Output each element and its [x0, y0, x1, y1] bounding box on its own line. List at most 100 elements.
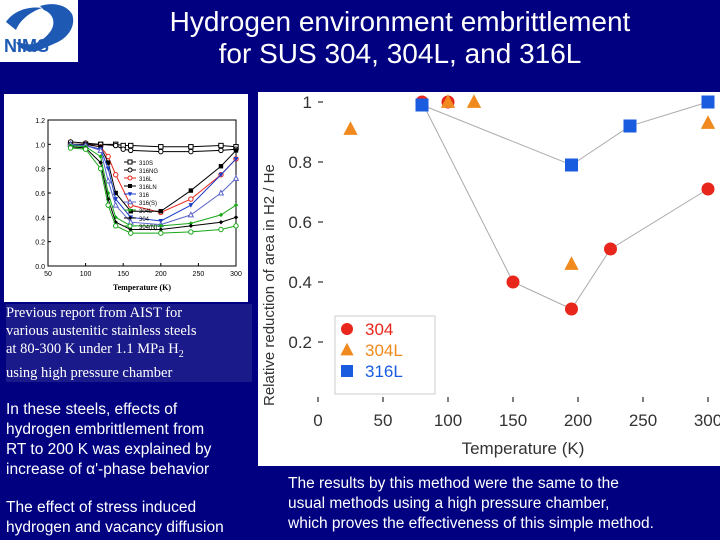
inset-x-axis-label: Temperature (K) [113, 283, 171, 292]
y-tick-label: 0.8 [288, 153, 312, 172]
note-line: In these steels, effects of [6, 401, 178, 418]
note-line: RT to 200 K was explained by [6, 441, 212, 458]
inset-y-tick-label: 0.6 [35, 191, 45, 198]
inset-point-316LN [218, 164, 224, 169]
inset-point-316LN [113, 190, 118, 196]
note-line: The effect of stress induced [6, 499, 197, 516]
inset-y-tick-label: 0.4 [35, 215, 45, 222]
inset-series-304(N)-line [70, 147, 237, 234]
legend-marker-304L [340, 342, 354, 356]
data-point-304L [700, 115, 716, 129]
title-line-2: for SUS 304, 304L, and 316L [218, 38, 582, 69]
data-point-304 [565, 302, 578, 316]
inset-point-304L [233, 202, 239, 208]
inset-legend-marker-304L [128, 208, 132, 212]
inset-legend-label-316LN: 316LN [139, 185, 157, 191]
data-point-304L [343, 121, 358, 135]
inset-x-tick-label: 150 [117, 271, 129, 278]
inset-point-304 [188, 223, 194, 229]
inset-point-316 [218, 172, 224, 178]
y-axis-label: Relative reduction of area in H2 / He [261, 164, 278, 406]
inset-series-310S-line [70, 143, 237, 148]
inset-legend-label-310S: 310S [139, 161, 153, 167]
inset-legend-marker-304(N) [127, 223, 133, 229]
inset-point-316NG [188, 148, 194, 155]
caption-line: various austenitic stainless steels [6, 323, 197, 339]
inset-series-316(S)-line [70, 143, 237, 226]
inset-x-tick-label: 250 [193, 271, 205, 278]
inset-y-tick-label: 0.0 [35, 264, 45, 271]
legend-marker-316L [341, 365, 353, 377]
inset-series-316-line [70, 145, 237, 222]
inset-point-316LN [158, 209, 163, 214]
inset-point-304L [188, 221, 194, 226]
inset-point-310S [188, 144, 194, 150]
y-tick-label: 1 [303, 93, 312, 112]
inset-point-304(N) [105, 202, 111, 208]
inset-legend-marker-316L [127, 175, 133, 181]
inset-point-310S [218, 142, 224, 149]
inset-series-304-line [70, 146, 237, 230]
main-chart-svg: 0 50 100 150 200 250 300 0.2 0.4 0.6 0.8 1 Temperatu… [261, 93, 720, 458]
inset-point-316NG [112, 142, 119, 149]
x-tick-label: 0 [313, 411, 322, 430]
alpha-phase-note: In these steels, effects of hydrogen emb… [6, 400, 256, 480]
conclusion-line: which proves the effectiveness of this s… [288, 515, 654, 532]
conclusion-line: usual methods using a high pressure cham… [288, 495, 610, 512]
y-tick-label: 0.4 [288, 273, 312, 292]
inset-point-304 [218, 220, 224, 225]
inset-point-304(N) [233, 223, 239, 229]
series-304-trend-line [421, 101, 709, 310]
data-point-316L [701, 95, 715, 109]
inset-point-316 [233, 156, 239, 162]
inset-x-tick-label: 300 [230, 271, 242, 278]
note-line: increase of α'-phase behavior [6, 461, 210, 478]
inset-point-310S [128, 142, 134, 149]
inset-point-304(N) [218, 226, 224, 233]
inset-point-316L [112, 172, 119, 178]
inset-point-316 [105, 166, 111, 172]
main-chart: 0 50 100 150 200 250 300 0.2 0.4 0.6 0.8 1 Temperatu… [258, 92, 720, 466]
series-316L-line [421, 101, 709, 166]
inset-point-304(N) [67, 145, 74, 151]
data-point-304 [506, 275, 520, 289]
inset-x-tick-label: 200 [155, 271, 167, 278]
inset-point-316(S) [217, 189, 225, 196]
caption-line: Previous report from AIST for [6, 305, 183, 321]
inset-chart-svg: 50 100 150 200 250 300 0.0 0.2 0.4 0.6 0.8 1.0 1.2 Te… [35, 118, 242, 292]
inset-x-tick-label: 50 [44, 271, 52, 278]
nims-logo-icon: NIMS [4, 4, 74, 56]
inset-point-316 [188, 203, 194, 208]
inset-legend-label-316: 316 [139, 193, 150, 199]
inset-point-316(S) [112, 201, 119, 208]
conclusion-text: The results by this method were the same… [288, 474, 720, 534]
x-tick-label: 300 [694, 411, 720, 430]
note-line: hydrogen and vacancy diffusion [6, 519, 224, 536]
inset-point-316(S) [97, 146, 104, 153]
inset-legend-label-304L: 304L [139, 209, 153, 215]
inset-point-316LN [105, 160, 111, 165]
inset-legend-marker-316(S) [126, 198, 134, 205]
data-point-316L [565, 158, 578, 172]
h2-subscript: 2 [178, 348, 184, 360]
inset-point-316NG [218, 147, 224, 154]
inset-point-310S [158, 144, 164, 150]
inset-point-316NG [120, 146, 126, 152]
logo-text: NIMS [4, 36, 49, 56]
data-point-304L [564, 256, 579, 270]
slide-title: Hydrogen environment embrittlement for S… [80, 6, 720, 70]
inset-legend-marker-316LN [128, 184, 132, 188]
inset-legend-marker-316NG [127, 167, 133, 173]
x-tick-label: 200 [564, 411, 592, 430]
inset-point-304(N) [188, 229, 194, 235]
inset-point-304 [233, 215, 239, 220]
inset-point-304(N) [112, 223, 119, 229]
x-axis-label: Temperature (K) [462, 439, 585, 458]
inset-point-316NG [158, 148, 164, 155]
x-tick-label: 150 [499, 411, 527, 430]
y-tick-label: 0.6 [288, 213, 312, 232]
inset-series-316LN-line [70, 143, 237, 212]
data-point-304L [440, 94, 456, 108]
inset-legend-marker-316 [127, 192, 133, 197]
inset-point-304 [128, 227, 133, 232]
